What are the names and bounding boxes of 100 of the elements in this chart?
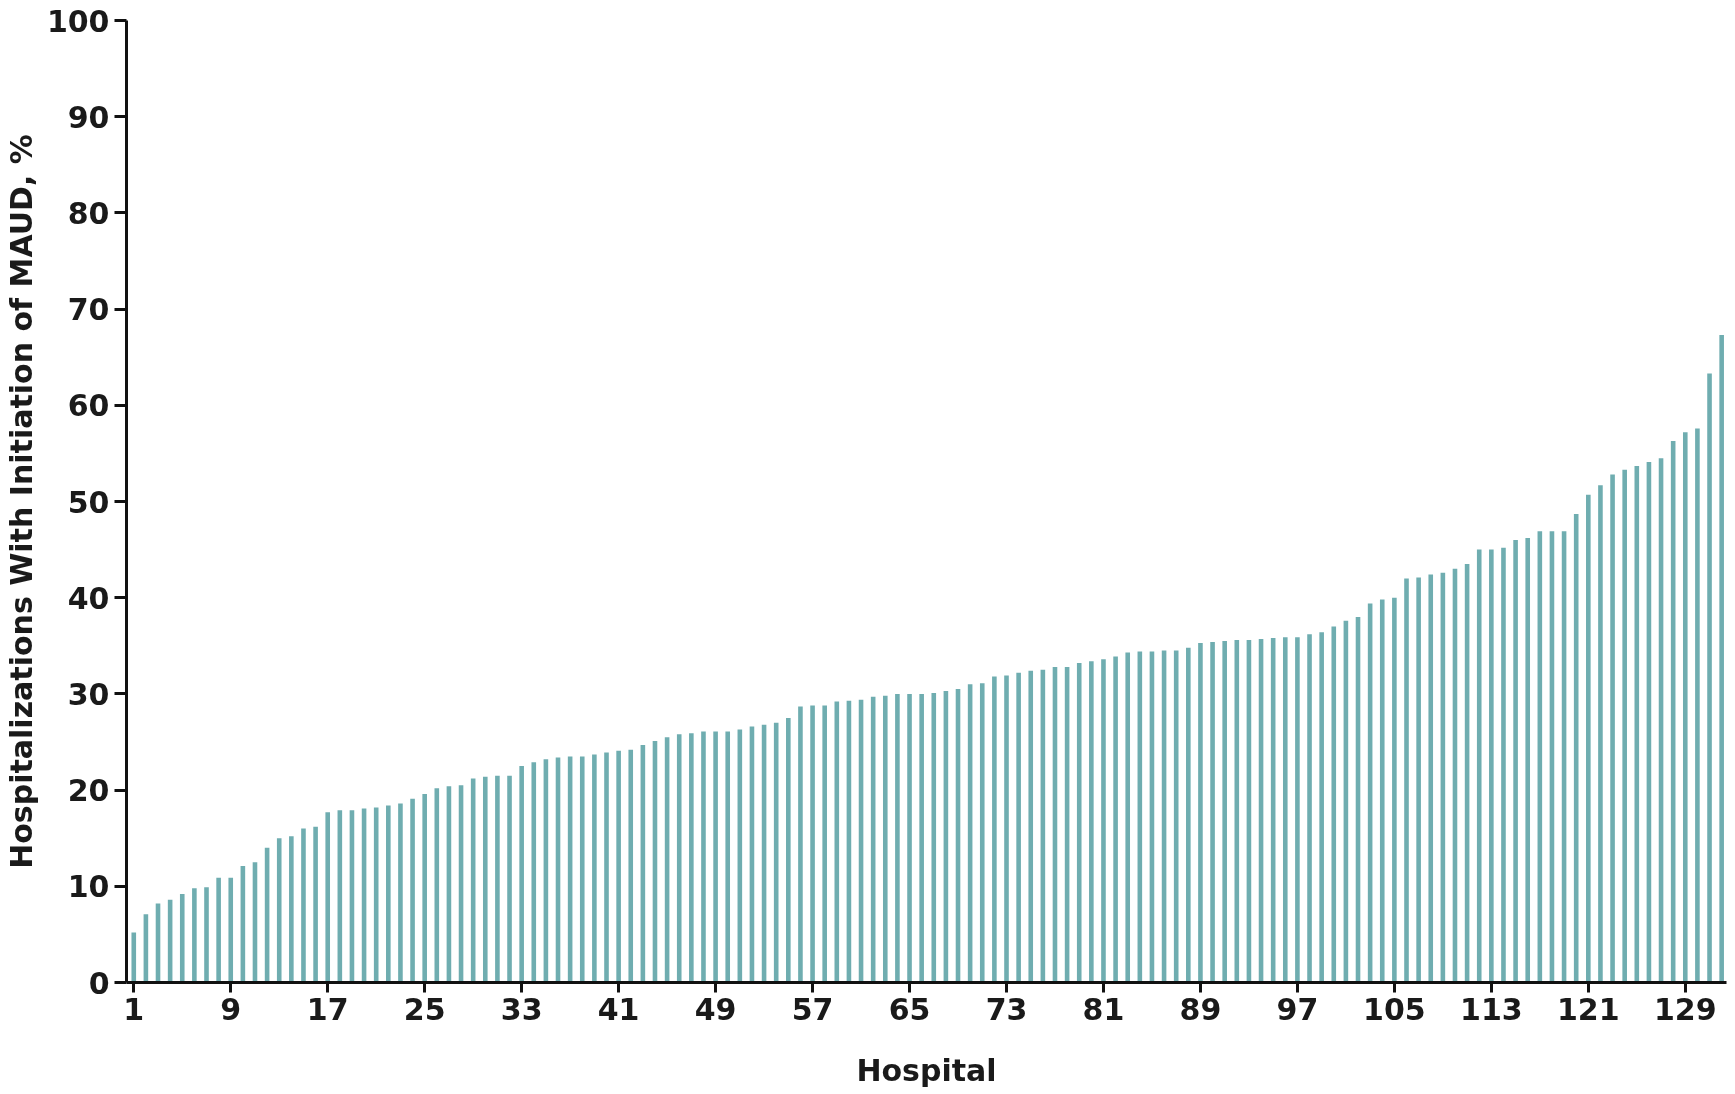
bar <box>992 676 997 983</box>
bar <box>725 731 731 983</box>
bar <box>1573 514 1579 983</box>
bar <box>1016 672 1021 983</box>
bar <box>713 731 718 983</box>
bar <box>1682 432 1688 983</box>
bar <box>373 807 379 983</box>
bar <box>1719 335 1724 983</box>
bar <box>1598 485 1603 983</box>
y-tick-label: 60 <box>67 388 110 424</box>
x-tick-label: 105 <box>1363 991 1426 1027</box>
bar <box>507 775 512 983</box>
bar <box>325 812 331 983</box>
bar <box>1101 659 1106 983</box>
bar <box>1173 650 1179 983</box>
bar <box>604 752 609 983</box>
bar <box>1113 656 1118 983</box>
y-tick-label: 50 <box>67 484 110 520</box>
bar <box>907 693 912 983</box>
x-tick-label: 129 <box>1653 991 1717 1027</box>
x-tick-label: 25 <box>403 991 446 1027</box>
bar <box>386 805 391 983</box>
bar <box>701 731 706 983</box>
bar <box>1404 578 1409 983</box>
bar <box>398 803 403 983</box>
bar <box>592 754 597 983</box>
bar <box>689 733 694 983</box>
bar <box>1610 474 1615 983</box>
bar <box>1707 373 1712 983</box>
y-tick-label: 100 <box>46 3 110 39</box>
bar <box>579 756 585 983</box>
bar <box>1028 670 1034 983</box>
bar <box>1489 549 1494 983</box>
y-tick-label: 0 <box>88 965 110 1001</box>
x-tick-label: 41 <box>597 991 640 1027</box>
bar <box>1416 577 1421 983</box>
bar <box>1392 597 1397 983</box>
y-tick-label: 70 <box>67 292 110 328</box>
bar <box>798 706 803 983</box>
bar <box>313 826 318 983</box>
x-tick-label: 89 <box>1179 991 1222 1027</box>
y-tick-label: 40 <box>67 580 110 616</box>
bar <box>919 693 924 983</box>
bar <box>289 836 294 983</box>
bar <box>1125 652 1131 983</box>
y-tick-label: 10 <box>67 869 110 905</box>
bar <box>204 887 209 983</box>
bar <box>1525 538 1531 983</box>
bar <box>1695 428 1700 983</box>
x-tick-label: 9 <box>220 991 242 1027</box>
bar <box>1186 647 1191 983</box>
bar <box>276 838 282 983</box>
bar <box>1076 663 1082 983</box>
bar <box>628 749 634 983</box>
bar <box>1476 549 1482 983</box>
bar <box>616 750 621 983</box>
bar <box>1282 637 1288 983</box>
bar <box>179 894 185 983</box>
y-axis-title: Hospitalizations With Initiation of MAUD, % <box>3 134 39 869</box>
bar <box>786 717 791 983</box>
x-tick-label: 65 <box>888 991 931 1027</box>
bar <box>1222 640 1227 983</box>
x-tick-label: 17 <box>306 991 349 1027</box>
x-axis-title: Hospital <box>856 1052 997 1088</box>
bar <box>301 828 306 983</box>
bar <box>773 722 779 983</box>
bar <box>676 734 682 983</box>
x-tick-label: 49 <box>694 991 737 1027</box>
bar <box>495 775 500 983</box>
bar <box>882 695 888 983</box>
x-tick-label: 33 <box>500 991 543 1027</box>
bar <box>1004 675 1009 983</box>
bar <box>1501 547 1506 983</box>
bar <box>1331 626 1337 983</box>
bar <box>1622 469 1627 983</box>
bar <box>1428 574 1434 983</box>
bar <box>1198 642 1203 983</box>
x-tick-label: 121 <box>1557 991 1620 1027</box>
bar <box>810 705 815 983</box>
bar <box>131 932 137 983</box>
x-tick-label: 97 <box>1276 991 1319 1027</box>
bar <box>1319 632 1324 983</box>
x-tick-label: 1 <box>123 991 145 1027</box>
bar <box>1307 634 1312 983</box>
bar <box>1586 494 1591 983</box>
bar <box>422 793 427 983</box>
bar <box>895 693 900 983</box>
bar <box>931 692 937 983</box>
bar <box>822 705 827 983</box>
bar <box>1089 661 1094 983</box>
y-tick-label: 20 <box>67 773 110 809</box>
bar <box>216 877 221 983</box>
y-tick-label: 90 <box>67 99 110 135</box>
x-tick-label: 81 <box>1082 991 1125 1027</box>
bar <box>1513 539 1518 983</box>
bar <box>1379 599 1385 983</box>
x-tick-label: 57 <box>791 991 834 1027</box>
bar <box>979 683 985 983</box>
x-tick-label: 113 <box>1460 991 1523 1027</box>
bar <box>1210 641 1215 983</box>
